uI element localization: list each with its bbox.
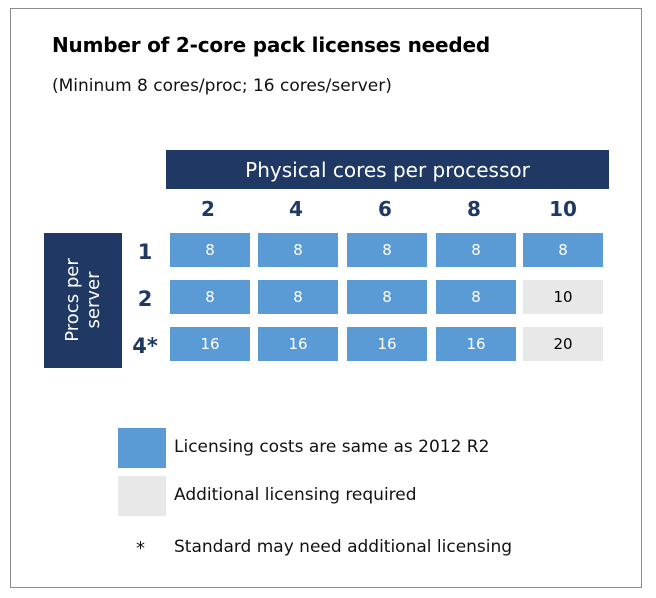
row-label: 2: [137, 287, 153, 311]
grid-cell: 16: [436, 327, 516, 361]
rows-header: Procs per server: [44, 233, 122, 368]
rows-header-label: Procs per server: [62, 258, 104, 342]
column-labels: 2 4 6 8 10: [166, 197, 609, 231]
grid-cell: 16: [170, 327, 250, 361]
column-label: 10: [549, 197, 577, 221]
figure-title: Number of 2-core pack licenses needed: [52, 33, 490, 57]
columns-header: Physical cores per processor: [166, 150, 609, 189]
column-label: 4: [289, 197, 303, 221]
grid-cell: 8: [347, 233, 427, 267]
row-label: 4*: [132, 334, 158, 358]
grid-cell: 8: [170, 233, 250, 267]
column-label: 2: [201, 197, 215, 221]
column-label: 8: [467, 197, 481, 221]
grid-cell: 8: [347, 280, 427, 314]
legend-swatch-same: [118, 428, 166, 468]
legend-extra-label: Additional licensing required: [174, 485, 417, 505]
grid-cell: 10: [523, 280, 603, 314]
column-label: 6: [378, 197, 392, 221]
grid-cell: 8: [436, 233, 516, 267]
asterisk-symbol: *: [136, 538, 145, 559]
grid-cell: 8: [258, 233, 338, 267]
row-label: 1: [137, 240, 153, 264]
grid-cell: 8: [170, 280, 250, 314]
grid-cell: 8: [436, 280, 516, 314]
legend-swatch-extra: [118, 476, 166, 516]
grid-cell: 20: [523, 327, 603, 361]
grid-cell: 16: [258, 327, 338, 361]
grid-cell: 8: [258, 280, 338, 314]
legend-same-label: Licensing costs are same as 2012 R2: [174, 437, 490, 457]
legend-asterisk-label: Standard may need additional licensing: [174, 537, 513, 557]
figure-subtitle: (Mininum 8 cores/proc; 16 cores/server): [52, 76, 392, 96]
grid-cell: 16: [347, 327, 427, 361]
grid-cell: 8: [523, 233, 603, 267]
